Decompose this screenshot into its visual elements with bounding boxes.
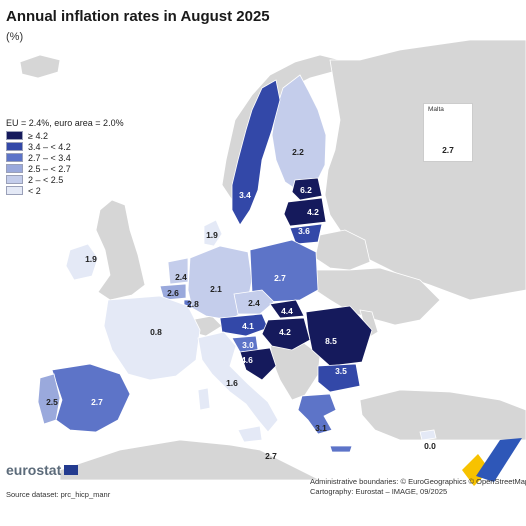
eurostat-mark <box>462 438 522 486</box>
label-czechia: 2.4 <box>248 298 260 308</box>
region-estonia <box>291 177 323 201</box>
legend-row: < 2 <box>6 185 124 196</box>
region-cyprus <box>419 429 437 441</box>
legend-row: 3.4 – < 4.2 <box>6 141 124 152</box>
legend-row: 2.7 – < 3.4 <box>6 152 124 163</box>
region-lithuania <box>289 223 323 245</box>
label-romania: 8.5 <box>325 336 337 346</box>
legend-title: EU = 2.4%, euro area = 2.0% <box>6 118 124 128</box>
legend-label: ≥ 4.2 <box>28 130 48 141</box>
great-britain <box>95 199 146 301</box>
label-denmark: 1.9 <box>206 230 218 240</box>
legend-label: 2 – < 2.5 <box>28 174 64 185</box>
legend-label: < 2 <box>28 185 41 196</box>
page-subtitle: (%) <box>6 31 24 43</box>
label-estonia: 6.2 <box>300 185 312 195</box>
malta-inset-value: 2.7 <box>442 145 454 155</box>
value-labels: 6.2 4.2 3.6 2.2 3.4 1.9 1.9 2.4 2.6 2.8 … <box>46 147 436 461</box>
non-eu-land <box>19 39 526 481</box>
region-portugal <box>37 373 61 425</box>
label-finland: 2.2 <box>292 147 304 157</box>
region-crete <box>329 445 353 453</box>
label-latvia: 4.2 <box>307 207 319 217</box>
legend-swatch <box>6 164 23 173</box>
label-lithuania: 3.6 <box>298 226 310 236</box>
label-portugal: 2.5 <box>46 397 58 407</box>
region-netherlands <box>167 257 189 285</box>
eurostat-wordmark: eurostat <box>6 462 62 478</box>
legend-swatch <box>6 131 23 140</box>
malta-inset-name: Malta <box>428 106 444 113</box>
legend-row: 2 – < 2.5 <box>6 174 124 185</box>
legend-row: 2.5 – < 2.7 <box>6 163 124 174</box>
belarus <box>314 229 371 271</box>
credits-cartography: Cartography: Eurostat – IMAGE, 09/2025 <box>310 487 448 496</box>
legend-swatch <box>6 142 23 151</box>
region-czechia <box>233 289 275 315</box>
region-spain <box>51 363 131 433</box>
legend-row: ≥ 4.2 <box>6 130 124 141</box>
region-bulgaria <box>317 363 361 393</box>
eu-countries <box>37 74 463 453</box>
region-ireland <box>65 243 99 281</box>
region-slovakia <box>269 299 305 319</box>
legend-label: 2.7 – < 3.4 <box>28 152 71 163</box>
region-croatia <box>239 347 277 381</box>
label-ireland: 1.9 <box>85 254 97 264</box>
region-sweden <box>231 79 281 226</box>
legend-swatch <box>6 153 23 162</box>
label-malta-outer: 2.7 <box>265 451 277 461</box>
ukraine <box>309 267 441 326</box>
page-title: Annual inflation rates in August 2025 <box>6 8 270 25</box>
russia-east <box>324 39 526 301</box>
legend: EU = 2.4%, euro area = 2.0% ≥ 4.2 3.4 – … <box>6 118 124 196</box>
legend-swatch <box>6 175 23 184</box>
region-sicily <box>237 425 263 443</box>
region-france <box>103 295 201 381</box>
eurostat-logo: eurostat <box>6 462 79 478</box>
region-italy <box>197 331 279 433</box>
region-romania <box>305 305 373 367</box>
malta-inset: Malta 2.7 <box>423 103 473 162</box>
turkey <box>359 389 526 441</box>
label-bulgaria: 3.5 <box>335 366 347 376</box>
region-denmark <box>203 219 223 247</box>
label-slovakia: 4.4 <box>281 306 293 316</box>
region-austria <box>219 313 269 337</box>
label-belgium: 2.6 <box>167 288 179 298</box>
label-austria: 4.1 <box>242 321 254 331</box>
label-italy: 1.6 <box>226 378 238 388</box>
label-poland: 2.7 <box>274 273 286 283</box>
region-greece <box>297 393 337 435</box>
region-sardinia <box>197 387 211 411</box>
label-greece: 3.1 <box>315 423 327 433</box>
region-belgium <box>159 283 187 301</box>
label-france: 0.8 <box>150 327 162 337</box>
label-sweden: 3.4 <box>239 190 251 200</box>
label-croatia: 4.6 <box>241 355 253 365</box>
label-slovenia: 3.0 <box>242 340 254 350</box>
legend-swatch <box>6 186 23 195</box>
region-latvia <box>283 197 327 227</box>
eu-flag-icon <box>64 465 79 475</box>
region-hungary <box>261 317 311 351</box>
north-africa <box>59 439 321 481</box>
legend-label: 3.4 – < 4.2 <box>28 141 71 152</box>
label-germany: 2.1 <box>210 284 222 294</box>
credits: Administrative boundaries: © EuroGeograp… <box>310 477 526 497</box>
label-luxembourg: 2.8 <box>187 299 199 309</box>
label-netherlands: 2.4 <box>175 272 187 282</box>
label-cyprus: 0.0 <box>424 441 436 451</box>
label-spain: 2.7 <box>91 397 103 407</box>
iceland <box>19 54 61 79</box>
legend-label: 2.5 – < 2.7 <box>28 163 71 174</box>
label-hungary: 4.2 <box>279 327 291 337</box>
source-note: Source dataset: prc_hicp_manr <box>6 490 111 499</box>
credits-boundaries: Administrative boundaries: © EuroGeograp… <box>310 477 526 486</box>
